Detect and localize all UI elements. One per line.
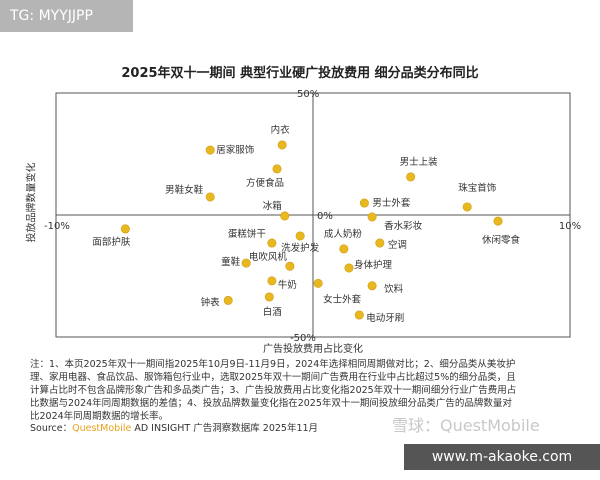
data-label: 香水彩妆 — [384, 220, 423, 232]
data-label: 居家服饰 — [216, 144, 254, 156]
data-label: 珠宝首饰 — [458, 182, 496, 194]
x-tick-label: -10% — [44, 221, 70, 232]
data-point — [375, 238, 385, 248]
chart-title: 2025年双十一期间 典型行业硬广投放费用 细分品类分布同比 — [121, 66, 479, 81]
data-label: 男鞋女鞋 — [165, 184, 204, 196]
data-point — [339, 244, 349, 254]
x-tick-label: 10% — [559, 221, 581, 232]
data-point — [280, 211, 290, 221]
data-label: 男士上装 — [400, 156, 439, 168]
data-label: 白酒 — [263, 306, 283, 318]
data-label: 饮料 — [384, 283, 404, 295]
data-label: 童鞋 — [221, 256, 241, 268]
data-point — [272, 164, 282, 174]
data-label: 洗发护发 — [281, 242, 320, 254]
x-axis-label: 广告投放费用占比变化 — [263, 342, 363, 355]
data-point — [267, 238, 277, 248]
data-label: 成人奶粉 — [324, 228, 363, 240]
y-tick-label: 0% — [317, 211, 333, 222]
source-line: Source：QuestMobile AD INSIGHT 广告洞察数据库 20… — [30, 420, 318, 434]
source-suffix: AD INSIGHT 广告洞察数据库 2025年11月 — [131, 423, 319, 434]
data-point — [313, 278, 323, 288]
data-point — [241, 258, 251, 268]
data-point — [295, 231, 305, 241]
data-label: 蛋糕饼干 — [228, 228, 266, 240]
source-prefix: Source： — [30, 423, 73, 434]
data-point — [285, 261, 295, 271]
data-label: 面部护肤 — [92, 236, 131, 248]
data-label: 方便食品 — [246, 177, 284, 189]
tg-badge: TG: MYYJJPP — [0, 0, 133, 32]
data-label: 冰箱 — [263, 200, 282, 212]
y-axis-label: 投放品牌数量变化 — [26, 162, 38, 243]
data-point — [354, 310, 364, 320]
data-label: 空调 — [388, 239, 407, 251]
data-point — [493, 216, 503, 226]
y-tick-label: 50% — [297, 89, 319, 100]
data-point — [277, 140, 287, 150]
y-tick-label: -50% — [290, 333, 316, 344]
site-url: www.m-akaoke.com — [404, 444, 600, 470]
data-label: 身体护理 — [354, 259, 393, 271]
data-label: 牛奶 — [278, 279, 297, 291]
watermark: 雪球：QuestMobile — [392, 416, 540, 435]
footnotes: 注：1、本页2025年双十一期间指2025年10月9日-11月9日，2024年选… — [30, 359, 517, 422]
data-label: 男士外套 — [372, 197, 411, 209]
data-point — [205, 145, 215, 155]
data-label: 女士外套 — [323, 293, 362, 305]
data-point — [367, 281, 377, 291]
data-point — [462, 202, 472, 212]
data-label: 钟表 — [201, 296, 221, 308]
data-label: 内衣 — [271, 124, 291, 136]
data-label: 休闲零食 — [482, 234, 521, 246]
data-point — [267, 276, 277, 286]
source-brand: QuestMobile — [72, 423, 132, 434]
data-label: 电吹风机 — [249, 251, 288, 263]
data-point — [406, 172, 416, 182]
data-point — [264, 292, 274, 302]
data-point — [205, 192, 215, 202]
data-point — [344, 263, 354, 273]
data-point — [223, 295, 233, 305]
data-point — [367, 212, 377, 222]
data-point — [120, 224, 130, 234]
data-label: 电动牙刷 — [366, 312, 404, 324]
data-point — [359, 198, 369, 208]
